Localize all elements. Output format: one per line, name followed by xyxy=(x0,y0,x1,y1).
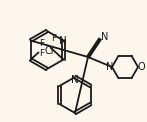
Text: F: F xyxy=(39,39,44,48)
Text: N: N xyxy=(59,36,66,46)
Text: F: F xyxy=(39,49,44,58)
Text: Cl: Cl xyxy=(45,46,54,56)
Text: O: O xyxy=(137,62,145,72)
Text: N: N xyxy=(101,32,109,42)
Text: N: N xyxy=(106,62,114,72)
Text: N: N xyxy=(71,75,79,85)
Text: F: F xyxy=(51,34,56,43)
